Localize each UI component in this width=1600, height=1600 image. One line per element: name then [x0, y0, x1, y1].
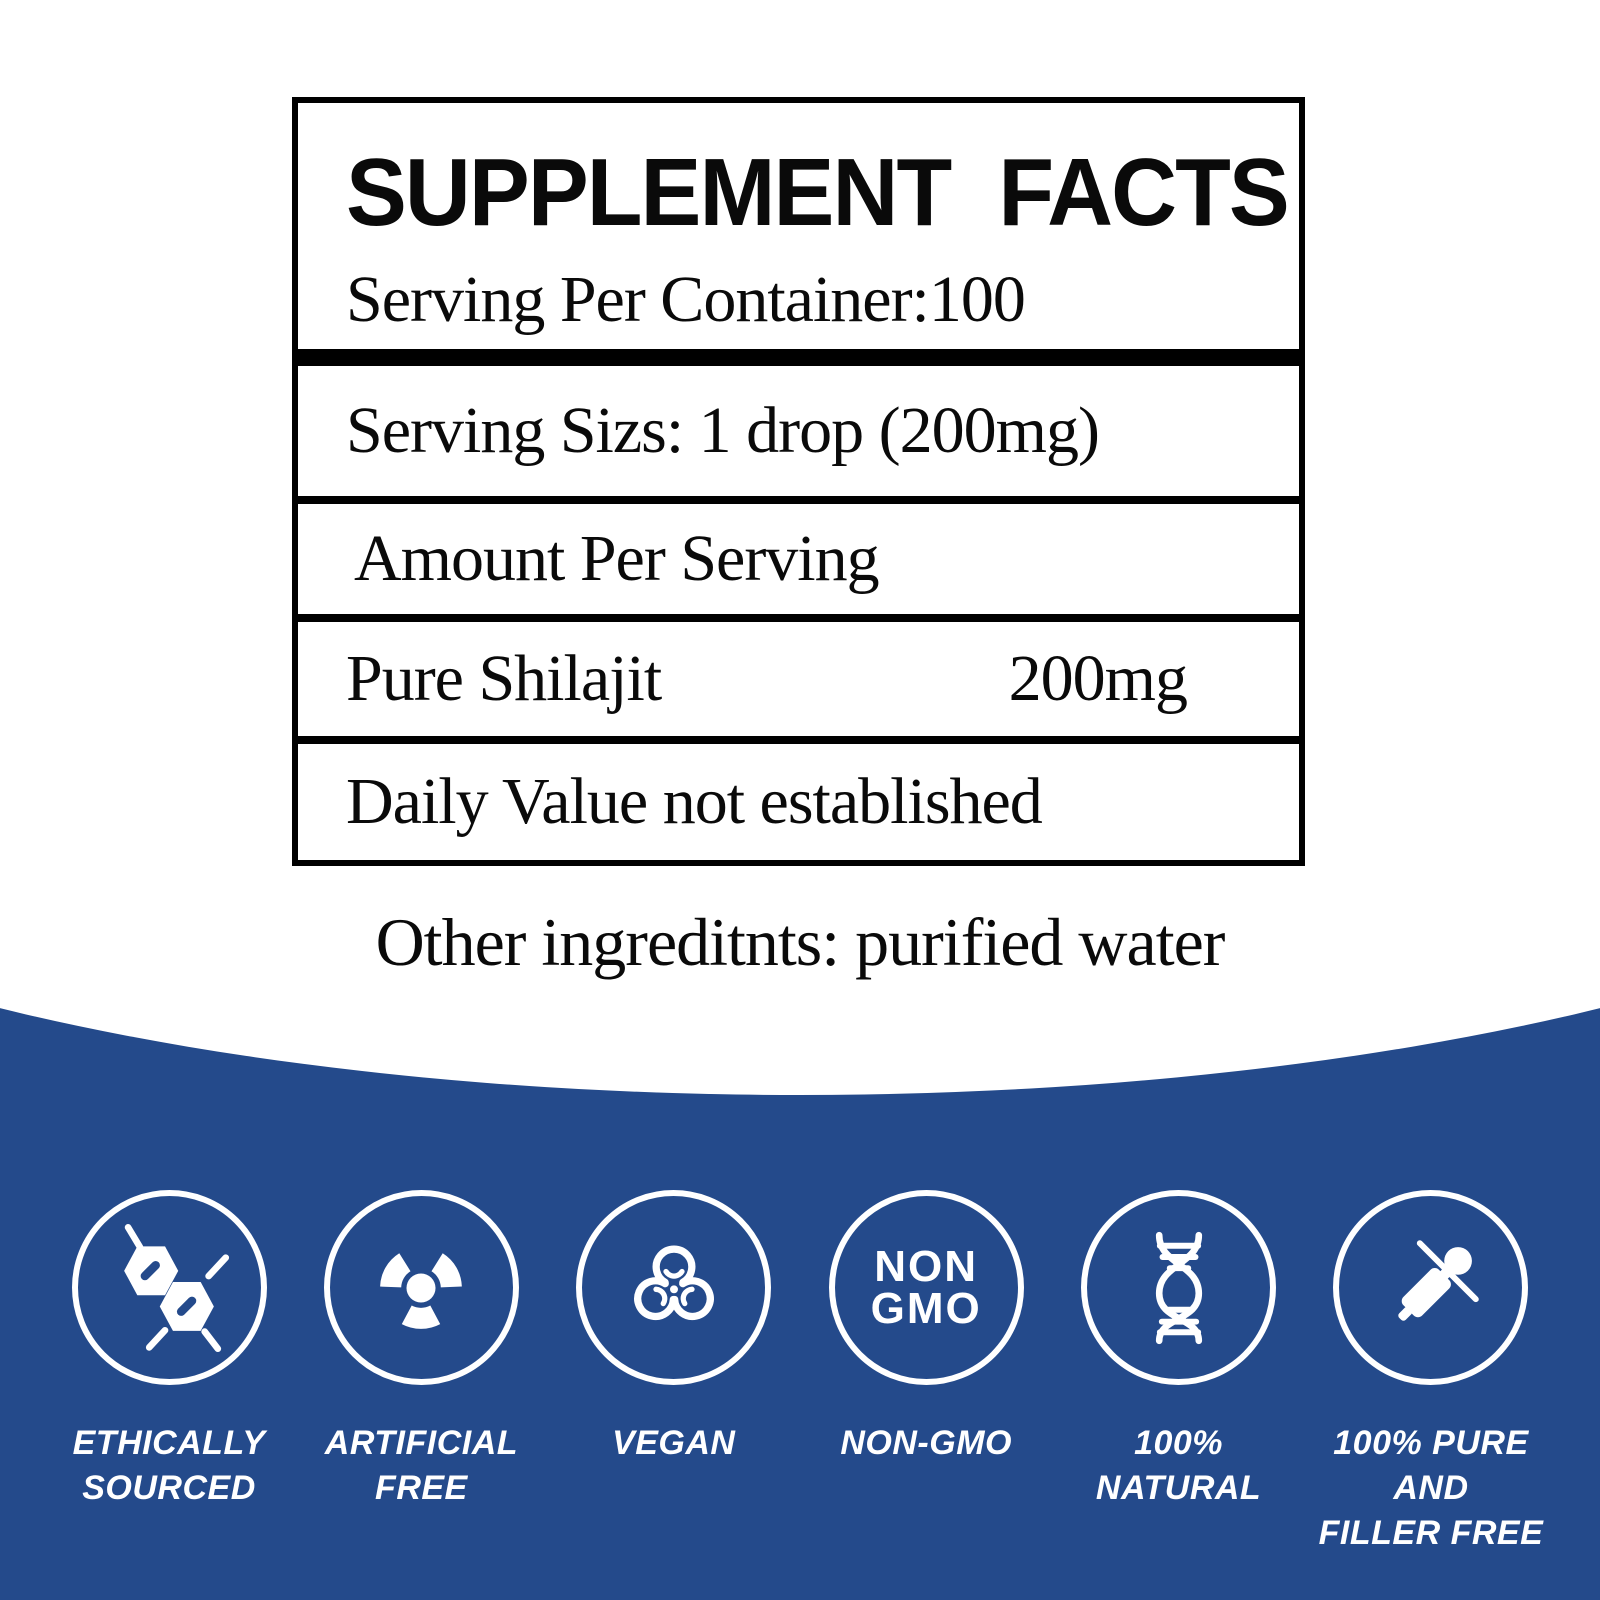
- badge-row: ETHICALLY SOURCED ARTIFICIAL FREE: [44, 1190, 1556, 1556]
- badge-artificial-free: ARTIFICIAL FREE: [296, 1190, 546, 1556]
- badge-label: NON-GMO: [840, 1424, 1012, 1462]
- serving-size-row: Serving Sizs: 1 drop (200mg): [298, 366, 1299, 496]
- daily-value-text: Daily Value not established: [346, 765, 1043, 838]
- non-gmo-seal-icon: NON GMO: [828, 1190, 1024, 1385]
- badge-circle: [71, 1190, 267, 1385]
- badge-natural: 100% NATURAL: [1054, 1190, 1304, 1556]
- ingredient-amount: 200mg: [1008, 642, 1188, 715]
- badge-circle: [323, 1190, 519, 1385]
- banner-curve-background: [0, 1000, 1600, 1600]
- badge-label: ARTIFICIAL FREE: [324, 1424, 519, 1507]
- badge-ethically-sourced: ETHICALLY SOURCED: [44, 1190, 294, 1556]
- badge-label: 100% NATURAL: [1095, 1424, 1262, 1507]
- facts-title: SUPPLEMENT FACTS: [346, 139, 1290, 246]
- dropper-icon: [1398, 1239, 1479, 1321]
- daily-value-row: Daily Value not established: [298, 736, 1299, 860]
- badge-label: ETHICALLY SOURCED: [72, 1424, 266, 1507]
- radiation-icon: [380, 1252, 463, 1329]
- bottom-banner: ETHICALLY SOURCED ARTIFICIAL FREE: [0, 1000, 1600, 1600]
- badge-circle: [1081, 1190, 1277, 1385]
- biohazard-icon: [633, 1245, 714, 1320]
- serving-per-container: Serving Per Container:100: [346, 263, 1026, 336]
- dna-icon: [1155, 1231, 1202, 1344]
- amount-per-serving-row: Amount Per Serving: [298, 496, 1299, 614]
- badge-vegan: VEGAN: [549, 1190, 799, 1556]
- badge-circle: [1333, 1190, 1529, 1385]
- molecule-icon: [124, 1223, 230, 1352]
- ingredient-row: Pure Shilajit 200mg: [298, 614, 1299, 736]
- ingredient-name: Pure Shilajit: [346, 642, 662, 715]
- badge-pure-filler-free: 100% PURE AND FILLER FREE: [1306, 1190, 1556, 1556]
- other-ingredients-line: Other ingreditnts: purified water: [375, 904, 1226, 980]
- badge-circle: [576, 1190, 772, 1385]
- badge-label: 100% PURE AND FILLER FREE: [1318, 1424, 1544, 1552]
- badge-non-gmo: NON GMO NON-GMO: [801, 1190, 1051, 1556]
- non-gmo-seal-text: NON GMO: [870, 1241, 982, 1333]
- supplement-facts-panel: SUPPLEMENT FACTS Serving Per Container:1…: [292, 97, 1305, 866]
- facts-header: SUPPLEMENT FACTS Serving Per Container:1…: [298, 103, 1299, 349]
- badge-label: VEGAN: [612, 1424, 736, 1462]
- header-divider-bar: [298, 349, 1299, 366]
- serving-size-text: Serving Sizs: 1 drop (200mg): [346, 394, 1100, 467]
- amount-per-serving-text: Amount Per Serving: [354, 522, 880, 595]
